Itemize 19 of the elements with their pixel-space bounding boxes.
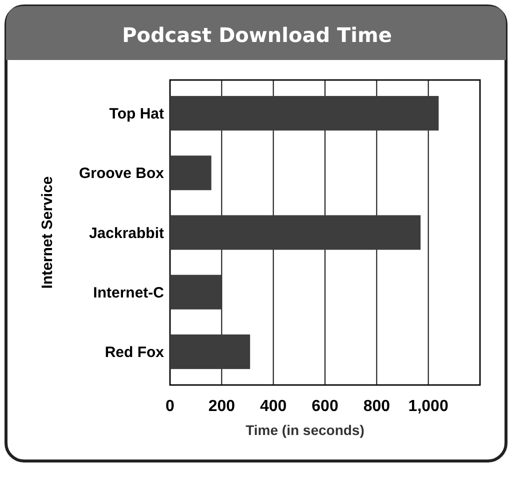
y-tick-label: Red Fox <box>104 344 165 361</box>
y-tick-label: Jackrabbit <box>88 224 164 242</box>
x-tick-label: 800 <box>363 398 390 415</box>
bar <box>170 215 421 250</box>
bar <box>170 156 212 190</box>
x-tick-label: 400 <box>260 398 287 415</box>
chart-title: Podcast Download Time <box>122 23 392 47</box>
x-tick-label: 200 <box>208 398 236 415</box>
bar <box>170 274 222 310</box>
bar <box>170 96 439 131</box>
x-tick-label: 1,000 <box>408 398 448 415</box>
bar <box>170 334 250 370</box>
y-axis-title: Internet Service <box>39 176 56 289</box>
x-tick-label: 0 <box>166 398 175 415</box>
y-tick-label: Internet-C <box>93 284 164 302</box>
x-axis-title: Time (in seconds) <box>246 422 364 438</box>
y-tick-label: Groove Box <box>78 165 165 182</box>
x-tick-label: 600 <box>312 398 338 415</box>
y-tick-label: Top Hat <box>109 106 164 123</box>
